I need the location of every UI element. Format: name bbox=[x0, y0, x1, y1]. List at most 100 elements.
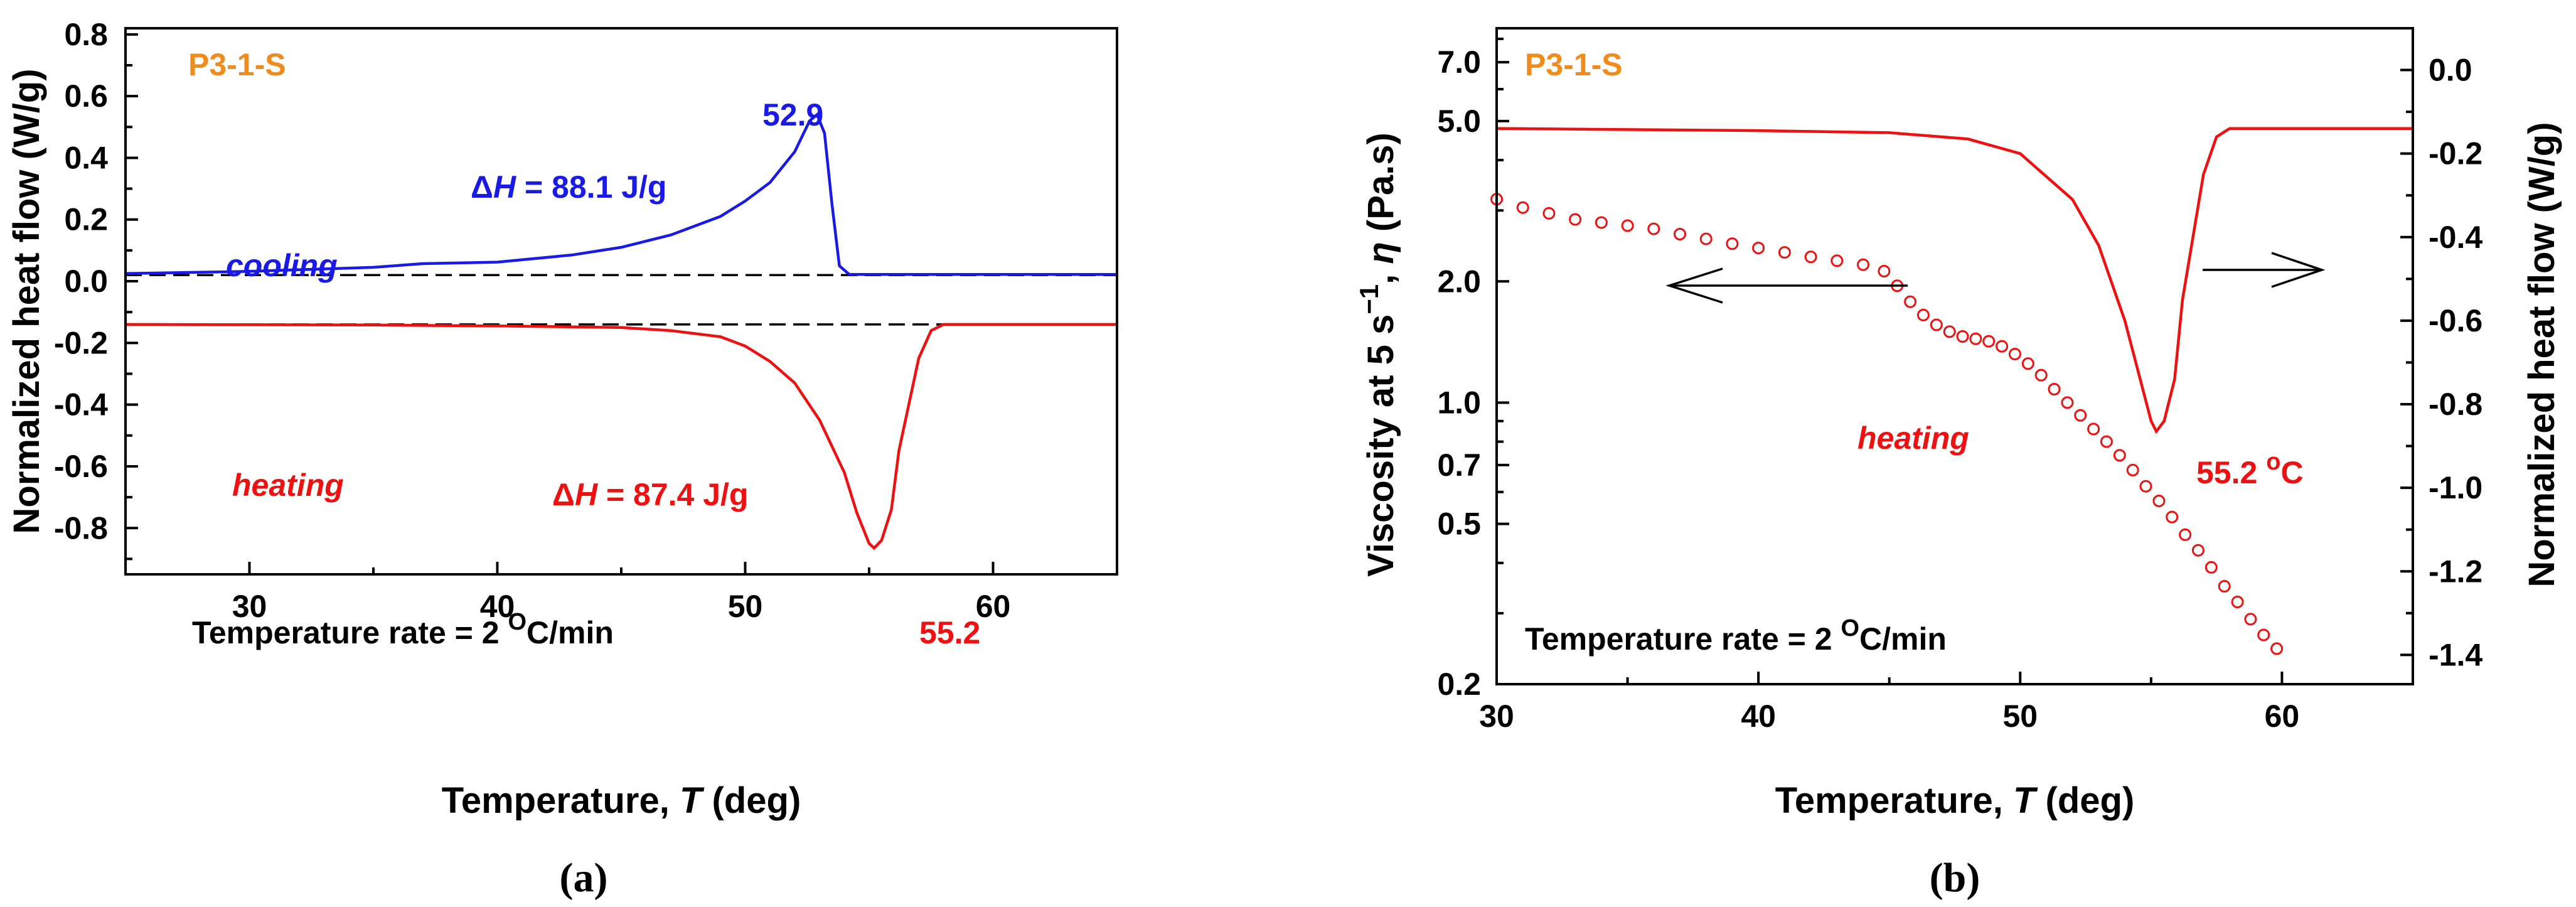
viscosity-point bbox=[1830, 254, 1844, 267]
viscosity-point bbox=[1969, 332, 1982, 345]
panel-b-x-axis-title: Temperature, T (deg) bbox=[1775, 780, 2135, 821]
x-title-var: T bbox=[680, 780, 705, 821]
panel-a-sample-label: P3-1-S bbox=[188, 47, 286, 82]
viscosity-point bbox=[2008, 348, 2021, 361]
panel-a-peak-heating-label: 55.2 bbox=[919, 615, 980, 650]
viscosity-point bbox=[1621, 219, 1634, 232]
dh-var: H bbox=[575, 477, 598, 512]
x-tick-label: 30 bbox=[232, 589, 267, 624]
peak-value: 55.2 bbox=[2196, 455, 2266, 490]
y-tick-label: 0.0 bbox=[64, 264, 108, 299]
x-tick-label: 30 bbox=[1479, 699, 1514, 734]
viscosity-point bbox=[2218, 580, 2231, 593]
viscosity-point bbox=[1904, 295, 1917, 308]
x-tick-label: 60 bbox=[2265, 699, 2300, 734]
dh-value: = 88.1 J/g bbox=[516, 169, 666, 205]
viscosity-point bbox=[2074, 409, 2087, 422]
viscosity-point bbox=[1804, 250, 1817, 264]
y-right-tick-label: -0.2 bbox=[2429, 136, 2482, 171]
viscosity-point bbox=[1916, 308, 1930, 321]
y-tick-label: 0.8 bbox=[64, 17, 108, 52]
panel-b-ticks: 30 40 50 60 7.0 5.0 2.0 1.0 0.7 0.5 0.2 0.0 -0.2 -0.4… bbox=[1437, 37, 2482, 734]
panel-b-plot-frame bbox=[1495, 27, 2414, 685]
panel-b-rate-text: Temperature rate = 2 OC/min bbox=[1525, 615, 1947, 657]
viscosity-point bbox=[2244, 613, 2257, 626]
y-tick-label: -0.6 bbox=[54, 449, 108, 484]
x-tick-label: 50 bbox=[2002, 699, 2038, 734]
viscosity-point bbox=[1595, 216, 1608, 229]
y-left-tick-label: 5.0 bbox=[1437, 104, 1481, 139]
viscosity-point bbox=[2021, 357, 2034, 370]
y-left-tick-label: 0.2 bbox=[1437, 667, 1481, 702]
panel-a-plot-frame bbox=[124, 27, 1118, 576]
viscosity-point bbox=[2205, 561, 2218, 574]
panel-a-dh-heating: ΔH = 87.4 J/g bbox=[552, 477, 748, 512]
peak-degree: o bbox=[2266, 449, 2280, 475]
left-title-var: η bbox=[1360, 242, 1401, 264]
x-title-text: Temperature, bbox=[442, 780, 680, 821]
y-right-tick-label: -1.0 bbox=[2429, 470, 2482, 505]
panel-b-peak-label: 55.2 oC bbox=[2196, 449, 2304, 490]
viscosity-point bbox=[1752, 242, 1765, 255]
panel-a-cooling-label: cooling bbox=[226, 248, 338, 283]
rate-text: Temperature rate = 2 bbox=[1525, 621, 1841, 657]
panel-b-right-arrow bbox=[2203, 252, 2326, 288]
y-right-tick-label: -0.4 bbox=[2429, 220, 2482, 255]
x-title-unit: (deg) bbox=[702, 780, 801, 821]
y-left-tick-label: 1.0 bbox=[1437, 385, 1481, 420]
y-tick-label: 0.6 bbox=[64, 78, 108, 114]
viscosity-point bbox=[1943, 325, 1956, 338]
viscosity-point bbox=[2166, 510, 2179, 523]
panel-b-caption: (b) bbox=[1930, 855, 1980, 901]
panel-a-y-axis-title: Normalized heat flow (W/g) bbox=[6, 68, 47, 534]
y-tick-label: 0.4 bbox=[64, 140, 108, 175]
viscosity-point bbox=[2100, 435, 2113, 448]
rate-degree: O bbox=[508, 609, 526, 635]
panel-b-series-heat-flow bbox=[1496, 127, 2413, 434]
viscosity-point bbox=[1674, 228, 1686, 240]
viscosity-point bbox=[2270, 642, 2284, 655]
panel-b-left-axis-title: Viscosity at 5 s−1, η (Pa.s) bbox=[1354, 132, 1401, 577]
x-tick-label: 40 bbox=[1741, 699, 1776, 734]
left-title-pre: Viscosity at 5 s bbox=[1360, 314, 1401, 577]
y-right-tick-label: -0.6 bbox=[2429, 303, 2482, 338]
panel-b: 30 40 50 60 7.0 5.0 2.0 1.0 0.7 0.5 0.2 0.0 -0.2 -0.4… bbox=[1354, 27, 2562, 901]
left-title-post: (Pa.s) bbox=[1360, 132, 1401, 242]
dh-var: H bbox=[493, 169, 516, 205]
y-tick-label: -0.2 bbox=[54, 325, 108, 360]
viscosity-point bbox=[2034, 368, 2048, 382]
dh-symbol: Δ bbox=[471, 169, 493, 205]
panel-a-caption: (a) bbox=[560, 855, 608, 901]
viscosity-point bbox=[1778, 246, 1791, 259]
dh-symbol: Δ bbox=[552, 477, 575, 512]
rate-text: Temperature rate = 2 bbox=[192, 615, 508, 650]
rate-unit: C/min bbox=[526, 615, 614, 650]
viscosity-point bbox=[1878, 265, 1891, 277]
viscosity-point bbox=[1699, 232, 1713, 245]
viscosity-point bbox=[2061, 396, 2074, 409]
viscosity-point bbox=[2048, 383, 2061, 395]
viscosity-point bbox=[1726, 237, 1739, 250]
panel-a-series-heating bbox=[125, 323, 1117, 550]
viscosity-point bbox=[1857, 258, 1869, 271]
y-left-tick-label: 0.5 bbox=[1437, 507, 1481, 542]
y-tick-label: -0.8 bbox=[54, 510, 108, 545]
panel-a-peak-cooling-label: 52.9 bbox=[762, 97, 823, 132]
y-tick-label: -0.4 bbox=[54, 387, 108, 422]
dh-value: = 87.4 J/g bbox=[597, 477, 748, 512]
viscosity-point bbox=[1982, 335, 1996, 348]
panel-a-ticks: 30 40 50 60 0.8 0.6 0.4 0.2 0.0 -0.2 -0.4 -0.6 -0.8 bbox=[54, 17, 1118, 624]
viscosity-point bbox=[1647, 222, 1660, 235]
viscosity-point bbox=[1956, 330, 1969, 343]
panel-b-right-axis-title: Normalized heat flow (W/g) bbox=[2521, 122, 2562, 587]
y-left-tick-label: 7.0 bbox=[1437, 45, 1481, 80]
y-tick-label: 0.2 bbox=[64, 202, 108, 237]
y-right-tick-label: -1.2 bbox=[2429, 554, 2482, 589]
panel-a-series-cooling bbox=[125, 112, 1117, 276]
viscosity-point bbox=[2257, 628, 2270, 641]
viscosity-point bbox=[2139, 480, 2152, 493]
viscosity-point bbox=[2087, 422, 2100, 436]
x-tick-label: 60 bbox=[976, 589, 1011, 624]
panel-b-heating-label: heating bbox=[1857, 421, 1969, 456]
